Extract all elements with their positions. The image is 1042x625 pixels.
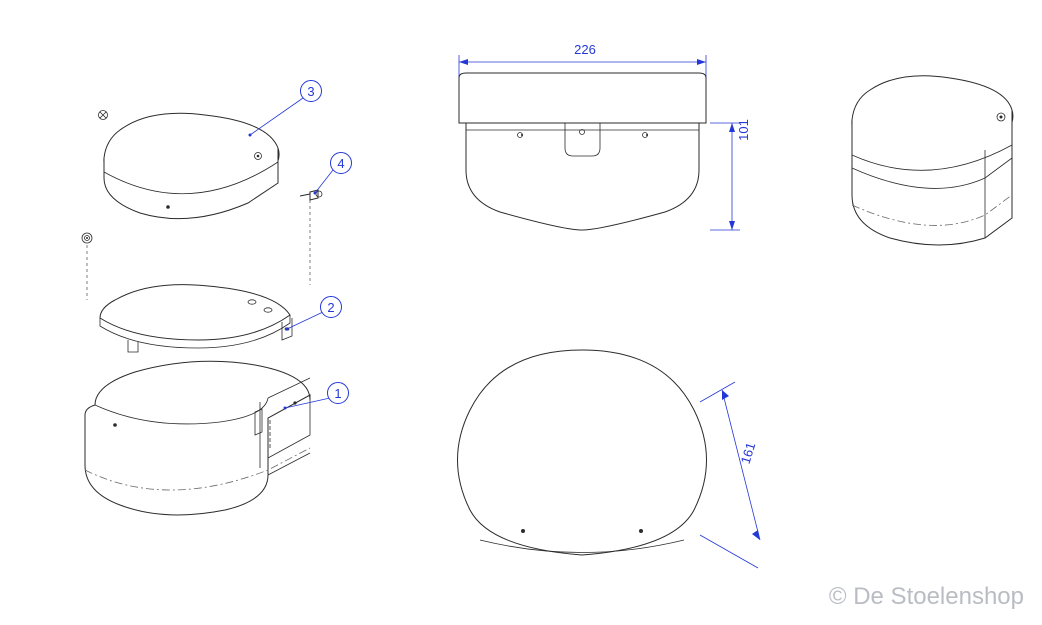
- view-assembled-iso: [852, 76, 1013, 245]
- view-exploded-iso: [82, 98, 333, 515]
- part-screw: [300, 190, 322, 200]
- balloon-2: 2: [320, 296, 342, 318]
- dim-height-label: 101: [736, 110, 751, 150]
- view-front-elevation: [459, 55, 740, 230]
- dimension-depth: [700, 382, 760, 568]
- balloon-4: 4: [330, 152, 352, 174]
- part-plate: [100, 285, 292, 352]
- technical-drawing-canvas: [0, 0, 1042, 625]
- balloon-3: 3: [300, 80, 322, 102]
- balloon-1: 1: [327, 382, 349, 404]
- dim-width-label: 226: [560, 42, 610, 57]
- detail-screw-upper: [99, 111, 108, 120]
- part-housing: [85, 361, 310, 515]
- view-top-plan: [458, 350, 761, 568]
- detail-screw-lower: [82, 233, 92, 243]
- part-cushion: [104, 113, 279, 218]
